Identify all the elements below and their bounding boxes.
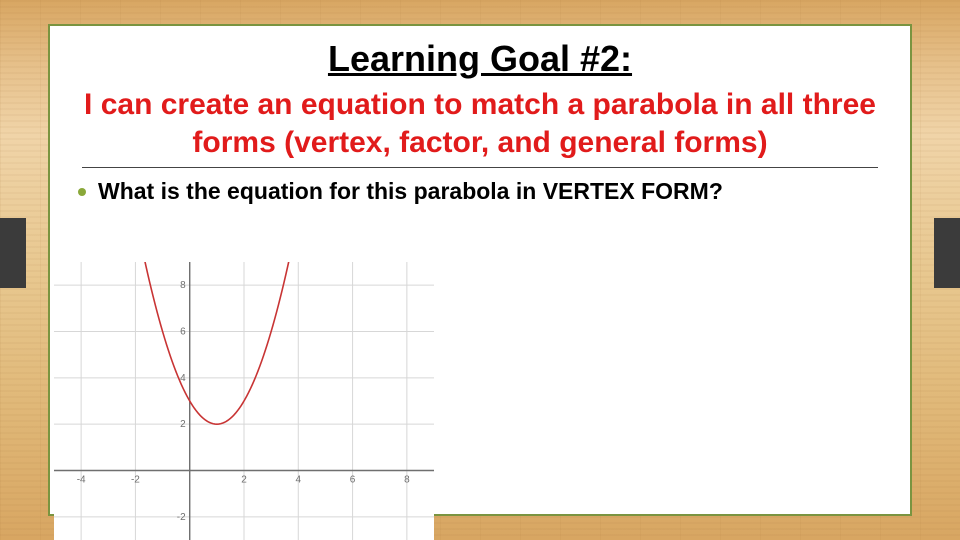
svg-text:8: 8	[180, 280, 186, 291]
right-decor-tab	[934, 218, 960, 288]
slide-title: Learning Goal #2:	[74, 38, 886, 80]
svg-text:-4: -4	[77, 475, 86, 486]
svg-text:4: 4	[296, 475, 302, 486]
bullet-dot-icon	[78, 188, 86, 196]
svg-text:2: 2	[241, 475, 247, 486]
svg-text:6: 6	[350, 475, 356, 486]
svg-text:6: 6	[180, 327, 186, 338]
learning-goal-text: I can create an equation to match a para…	[74, 86, 886, 161]
slide-background: Learning Goal #2: I can create an equati…	[0, 0, 960, 540]
parabola-chart: -4-22468-22468	[54, 262, 434, 540]
svg-text:-2: -2	[131, 475, 140, 486]
svg-text:2: 2	[180, 419, 186, 430]
bullet-item: What is the equation for this parabola i…	[74, 178, 886, 205]
title-divider	[82, 167, 878, 168]
left-decor-tab	[0, 218, 26, 288]
svg-text:8: 8	[404, 475, 410, 486]
svg-text:-2: -2	[177, 512, 186, 523]
chart-svg: -4-22468-22468	[54, 262, 434, 540]
bullet-text: What is the equation for this parabola i…	[98, 178, 723, 205]
